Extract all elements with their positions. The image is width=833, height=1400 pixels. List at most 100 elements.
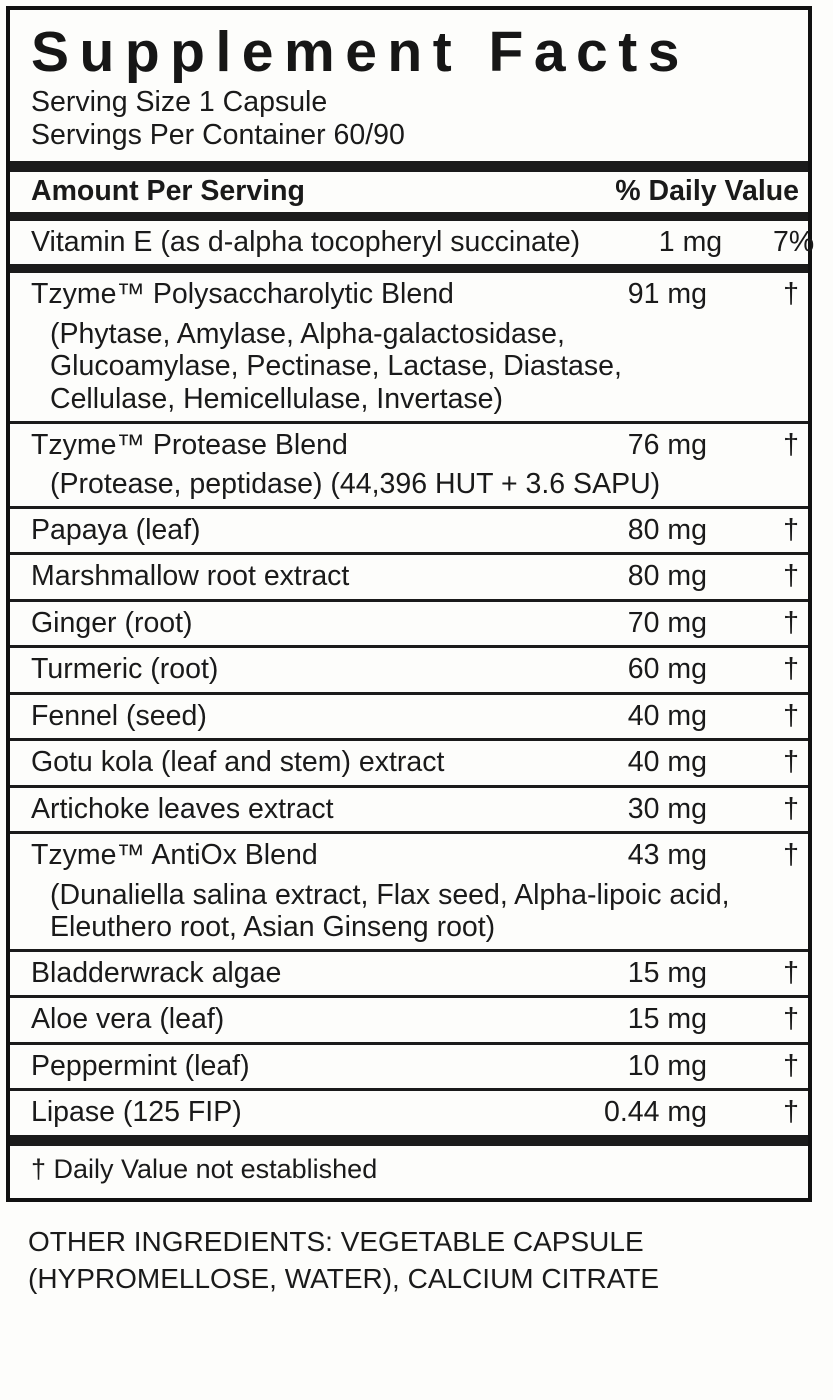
row-divider <box>10 738 808 742</box>
nutrient-amount: 0.44 mg <box>604 1096 707 1129</box>
footnote-wrap: † Daily Value not established <box>10 1146 808 1198</box>
nutrient-daily-value: † <box>783 746 799 779</box>
row-divider <box>10 420 808 424</box>
nutrient-amount: 60 mg <box>627 653 707 686</box>
row-divider <box>10 552 808 556</box>
table-row: Artichoke leaves extract 30 mg † <box>31 788 799 832</box>
vitamin-row-wrap: Vitamin E (as d-alpha tocopheryl succina… <box>10 221 814 265</box>
nutrient-name: Bladderwrack algae <box>31 956 282 989</box>
row-divider <box>10 691 808 695</box>
sub-ingredient-line: Eleuthero root, Asian Ginseng root) <box>50 911 496 944</box>
nutrient-name: Lipase (125 FIP) <box>31 1096 242 1129</box>
nutrient-amount: 10 mg <box>627 1049 707 1082</box>
row-divider <box>10 831 808 835</box>
nutrient-name: Papaya (leaf) <box>31 513 201 546</box>
nutrient-amount: 43 mg <box>627 839 707 872</box>
nutrient-name: Turmeric (root) <box>31 653 219 686</box>
nutrient-name: Marshmallow root extract <box>31 560 350 593</box>
panel-inner: Supplement Facts Serving Size 1 Capsule … <box>10 21 808 162</box>
ingredient-row-block: Peppermint (leaf) 10 mg † <box>10 1045 808 1089</box>
supplement-facts-panel: Supplement Facts Serving Size 1 Capsule … <box>6 6 814 1202</box>
row-divider <box>10 784 808 788</box>
table-row: Marshmallow root extract 80 mg † <box>31 555 799 599</box>
table-row: Tzyme™ Protease Blend 76 mg † <box>31 424 799 468</box>
nutrient-amount: 80 mg <box>627 513 707 546</box>
nutrient-name: Peppermint (leaf) <box>31 1049 250 1082</box>
table-row: Ginger (root) 70 mg † <box>31 602 799 646</box>
nutrient-amount: 40 mg <box>627 746 707 779</box>
sub-ingredient-list: (Phytase, Amylase, Alpha-galactosidase, G… <box>31 317 799 421</box>
ingredient-row-block: Turmeric (root) 60 mg † <box>10 648 808 692</box>
nutrient-daily-value: † <box>783 792 799 825</box>
nutrient-name: Fennel (seed) <box>31 699 207 732</box>
serving-info: Serving Size 1 Capsule Servings Per Cont… <box>31 86 799 162</box>
table-row: Peppermint (leaf) 10 mg † <box>31 1045 799 1089</box>
ingredient-row-block: Gotu kola (leaf and stem) extract 40 mg † <box>10 741 808 785</box>
nutrient-amount: 15 mg <box>627 1003 707 1036</box>
table-row: Vitamin E (as d-alpha tocopheryl succina… <box>31 221 814 265</box>
nutrient-daily-value: † <box>783 839 799 872</box>
sub-ingredient-line: (Protease, peptidase) (44,396 HUT + 3.6 … <box>50 468 661 501</box>
nutrient-daily-value: † <box>783 699 799 732</box>
table-row: Bladderwrack algae 15 mg † <box>31 952 799 996</box>
table-header-wrap: Amount Per Serving % Daily Value <box>10 172 808 212</box>
table-row: Lipase (125 FIP) 0.44 mg † <box>31 1091 799 1135</box>
nutrient-amount: 1 mg <box>658 225 723 258</box>
ingredient-row-block: Papaya (leaf) 80 mg † <box>10 509 808 553</box>
nutrient-daily-value: † <box>783 278 799 311</box>
nutrient-daily-value: † <box>783 606 799 639</box>
sub-ingredient-line: Cellulase, Hemicellulase, Invertase) <box>50 382 504 415</box>
ingredient-row-block: Lipase (125 FIP) 0.44 mg † <box>10 1091 808 1135</box>
other-ingredients: OTHER INGREDIENTS: VEGETABLE CAPSULE (HYP… <box>6 1202 825 1298</box>
row-divider <box>10 948 808 952</box>
ingredient-row-block: Marshmallow root extract 80 mg † <box>10 555 808 599</box>
nutrient-amount: 80 mg <box>627 560 707 593</box>
nutrient-daily-value: † <box>783 956 799 989</box>
ingredient-row-block: Tzyme™ Protease Blend 76 mg † (Protease, pe… <box>10 424 808 506</box>
ingredient-row-block: Aloe vera (leaf) 15 mg † <box>10 998 808 1042</box>
nutrient-daily-value: † <box>783 428 799 461</box>
nutrient-daily-value: † <box>783 1003 799 1036</box>
ingredient-row-block: Bladderwrack algae 15 mg † <box>10 952 808 996</box>
row-divider <box>10 645 808 649</box>
nutrient-daily-value: † <box>783 513 799 546</box>
nutrient-name: Artichoke leaves extract <box>31 792 334 825</box>
nutrient-name: Gotu kola (leaf and stem) extract <box>31 746 445 779</box>
table-row: Tzyme™ Polysaccharolytic Blend 91 mg † <box>31 273 799 317</box>
ingredient-row-block: Fennel (seed) 40 mg † <box>10 695 808 739</box>
table-row: Tzyme™ AntiOx Blend 43 mg † <box>31 834 799 878</box>
table-header-row: Amount Per Serving % Daily Value <box>31 172 799 212</box>
row-divider <box>10 598 808 602</box>
rule-below-table-header <box>10 211 808 221</box>
nutrient-amount: 91 mg <box>627 278 707 311</box>
nutrient-daily-value: † <box>783 560 799 593</box>
nutrient-daily-value: † <box>783 653 799 686</box>
ingredient-row-block: Tzyme™ AntiOx Blend 43 mg † (Dunaliella sal… <box>10 834 808 949</box>
nutrient-amount: 30 mg <box>627 792 707 825</box>
nutrient-name: Tzyme™ Polysaccharolytic Blend <box>31 278 454 311</box>
nutrient-name: Vitamin E (as d-alpha tocopheryl succina… <box>31 225 581 258</box>
daily-value-footnote: † Daily Value not established <box>31 1153 378 1184</box>
nutrient-amount: 70 mg <box>627 606 707 639</box>
nutrient-daily-value: † <box>783 1096 799 1129</box>
table-row: Aloe vera (leaf) 15 mg † <box>31 998 799 1042</box>
nutrient-amount: 15 mg <box>627 956 707 989</box>
sub-ingredient-list: (Dunaliella salina extract, Flax seed, A… <box>31 878 799 949</box>
ingredient-row-block: Artichoke leaves extract 30 mg † <box>10 788 808 832</box>
sub-ingredient-line: Glucoamylase, Pectinase, Lactase, Diasta… <box>50 350 622 383</box>
nutrient-amount: 76 mg <box>627 428 707 461</box>
rule-below-vitamin-row <box>10 264 808 274</box>
row-divider <box>10 1041 808 1045</box>
rule-above-footnote <box>10 1134 808 1146</box>
sub-ingredient-list: (Protease, peptidase) (44,396 HUT + 3.6 … <box>31 467 799 506</box>
servings-per-container: Servings Per Container 60/90 <box>31 118 405 151</box>
table-row: Turmeric (root) 60 mg † <box>31 648 799 692</box>
amount-per-serving-label: Amount Per Serving <box>31 175 305 208</box>
table-row: Papaya (leaf) 80 mg † <box>31 509 799 553</box>
row-divider <box>10 1088 808 1092</box>
ingredient-row-block: Ginger (root) 70 mg † <box>10 602 808 646</box>
nutrient-daily-value: † <box>783 1049 799 1082</box>
rule-above-table-header <box>10 161 808 173</box>
ingredient-row-block: Tzyme™ Polysaccharolytic Blend 91 mg † (Phy… <box>10 273 808 420</box>
